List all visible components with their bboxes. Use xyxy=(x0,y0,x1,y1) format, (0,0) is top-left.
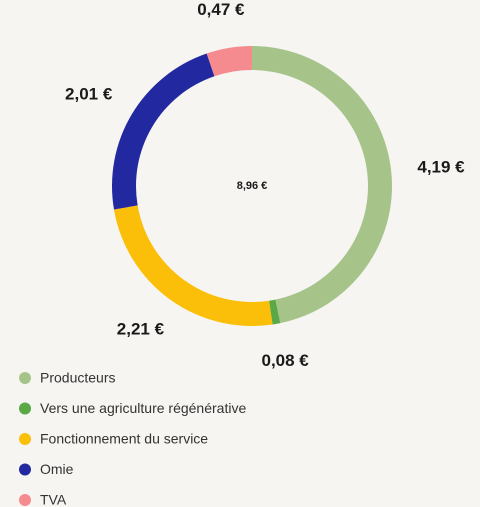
legend-label: Omie xyxy=(40,461,74,477)
legend-label: Producteurs xyxy=(40,370,115,386)
donut-segment xyxy=(206,46,252,77)
legend-label: TVA xyxy=(40,492,67,507)
legend-swatch xyxy=(19,494,31,506)
legend-swatch xyxy=(19,372,31,384)
donut-segment xyxy=(269,299,281,325)
legend-swatch xyxy=(19,463,31,476)
value-label: 2,21 € xyxy=(117,320,165,339)
donut-segment xyxy=(112,53,215,210)
value-label: 4,19 € xyxy=(417,157,465,176)
center-total: 8,96 € xyxy=(237,180,268,192)
value-label: 2,01 € xyxy=(65,85,113,104)
legend-label: Vers une agriculture régénérative xyxy=(40,400,246,416)
donut-segment xyxy=(252,46,393,324)
legend-swatch xyxy=(19,402,31,415)
legend-swatch xyxy=(19,433,31,445)
legend-label: Fonctionnement du service xyxy=(40,431,208,447)
donut-segment xyxy=(113,205,273,326)
value-label: 0,08 € xyxy=(262,351,310,370)
value-label: 0,47 € xyxy=(197,0,245,19)
